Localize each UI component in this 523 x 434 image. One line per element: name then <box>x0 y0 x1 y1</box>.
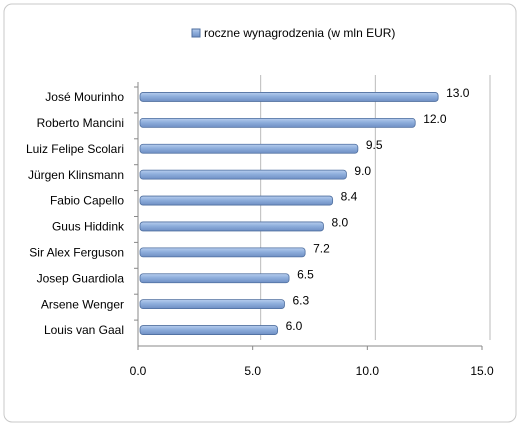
y-tick-label: Fabio Capello <box>50 194 124 208</box>
x-tick-label: 5.0 <box>244 364 261 378</box>
y-tick-label: Roberto Mancini <box>37 116 124 130</box>
y-tick-label: Guus Hiddink <box>52 220 125 234</box>
y-tick-label: Louis van Gaal <box>44 323 124 337</box>
bar <box>139 169 347 180</box>
x-tick-label: 0.0 <box>130 364 147 378</box>
bar <box>139 117 416 128</box>
bar <box>139 195 334 206</box>
bar <box>139 143 359 154</box>
value-label: 8.4 <box>341 190 358 204</box>
value-label: 13.0 <box>446 86 470 100</box>
y-tick-label: José Mourinho <box>45 90 124 104</box>
bar <box>139 325 279 335</box>
x-tick-label: 15.0 <box>470 364 494 378</box>
legend: roczne wynagrodzenia (w mln EUR) <box>191 26 395 40</box>
value-label: 12.0 <box>423 112 447 126</box>
x-tick-label: 10.0 <box>356 364 380 378</box>
y-tick-label: Josep Guardiola <box>37 271 125 285</box>
value-label: 6.3 <box>292 293 309 307</box>
bar <box>139 273 290 284</box>
value-label: 6.5 <box>297 267 314 281</box>
bar <box>139 92 439 102</box>
value-label: 9.5 <box>366 138 383 152</box>
legend-swatch <box>191 28 201 38</box>
y-tick-label: Sir Alex Ferguson <box>29 246 124 260</box>
legend-label: roczne wynagrodzenia (w mln EUR) <box>204 26 395 40</box>
value-label: 8.0 <box>331 216 348 230</box>
value-label: 9.0 <box>354 164 371 178</box>
bar <box>139 221 324 232</box>
y-tick-label: Luiz Felipe Scolari <box>26 142 124 156</box>
bar <box>139 247 306 258</box>
value-label: 7.2 <box>313 242 330 256</box>
chart-frame <box>3 3 517 423</box>
value-label: 6.0 <box>286 319 303 333</box>
y-tick-label: Jürgen Klinsmann <box>28 168 124 182</box>
bar <box>139 299 285 310</box>
y-tick-label: Arsene Wenger <box>41 297 124 311</box>
